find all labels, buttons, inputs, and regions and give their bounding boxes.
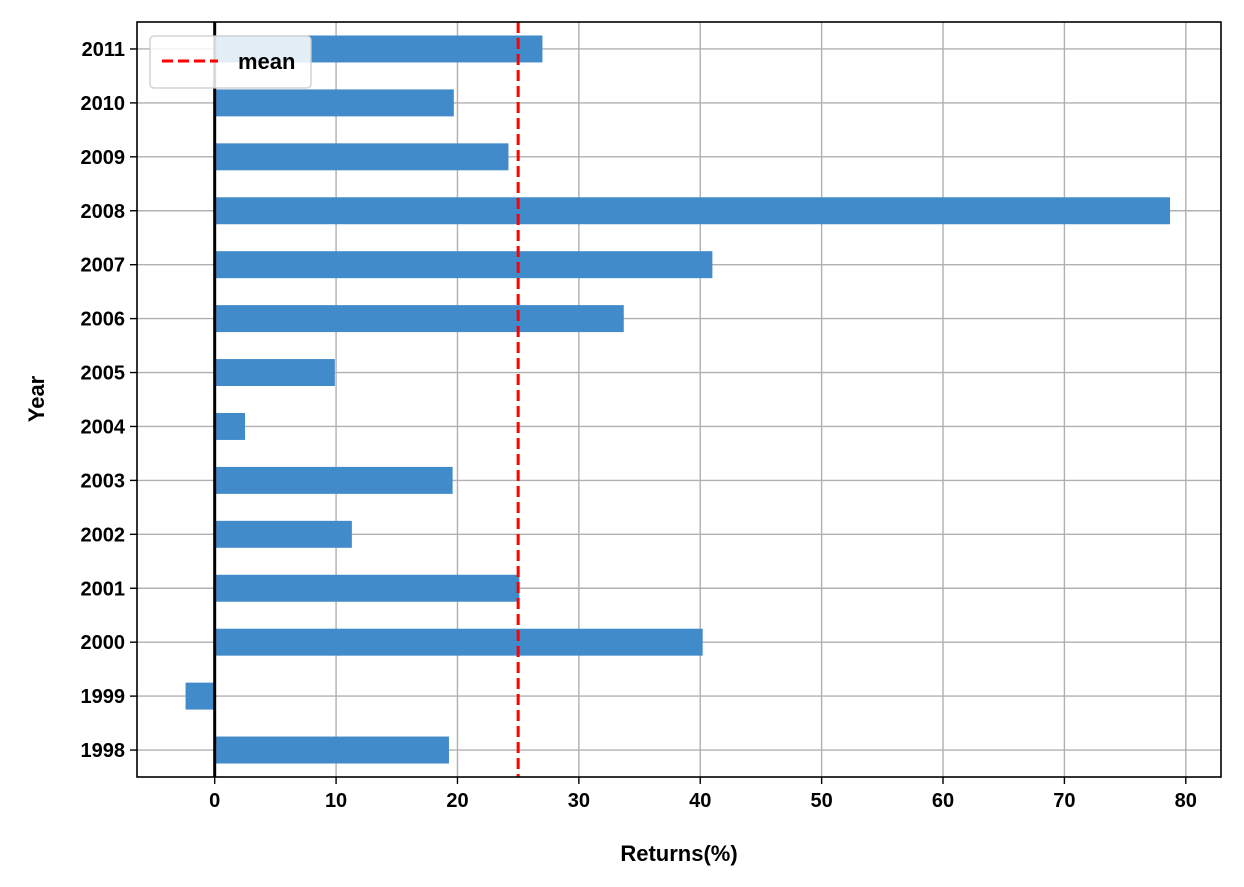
- reference-lines: [213, 22, 520, 777]
- bar-1999: [185, 682, 215, 710]
- y-tick-label: 2003: [81, 470, 126, 492]
- x-axis-label: Returns(%): [620, 841, 737, 866]
- y-tick-label: 2007: [81, 255, 126, 277]
- y-tick-label: 2006: [81, 309, 126, 331]
- y-axis-label: Year: [24, 375, 49, 422]
- y-tick-label: 1999: [81, 686, 126, 708]
- x-tick-label: 60: [932, 790, 954, 812]
- y-tick-label: 2009: [81, 147, 126, 169]
- y-tick-label: 2005: [81, 363, 126, 385]
- y-tick-label: 2001: [81, 578, 126, 600]
- y-tick-label: 2004: [81, 416, 126, 438]
- y-tick-label: 2008: [81, 201, 126, 223]
- bar-2001: [214, 574, 520, 602]
- bar-2004: [214, 412, 246, 440]
- bars: [185, 35, 1171, 764]
- x-tick-label: 10: [325, 790, 347, 812]
- bar-2008: [214, 197, 1171, 225]
- bar-2000: [214, 628, 703, 656]
- legend-box: [149, 35, 312, 89]
- legend-mean-label: mean: [238, 49, 295, 74]
- y-tick-label: 2002: [81, 524, 126, 546]
- y-tick-label: 1998: [81, 740, 126, 762]
- x-tick-label: 20: [446, 790, 468, 812]
- x-tick-label: 70: [1053, 790, 1075, 812]
- bar-1998: [214, 736, 449, 764]
- x-tick-label: 50: [811, 790, 833, 812]
- x-tick-label: 30: [568, 790, 590, 812]
- y-tick-label: 2011: [82, 39, 125, 61]
- bar-2007: [214, 251, 713, 279]
- x-tick-label: 80: [1175, 790, 1197, 812]
- x-tick-label: 0: [209, 790, 220, 812]
- y-tick-label: 2000: [81, 632, 126, 654]
- plot-frame: [136, 21, 1222, 778]
- bar-2010: [214, 89, 454, 117]
- bar-2006: [214, 305, 624, 333]
- axis-ticks: 0 10 20 30 40 50 60 70 80 1998 1999 2000 2001 2002 200…: [81, 39, 1197, 812]
- bar-2005: [214, 359, 335, 387]
- legend: mean: [149, 35, 312, 89]
- bar-2002: [214, 520, 352, 548]
- bar-2003: [214, 466, 453, 494]
- y-tick-label: 2010: [81, 93, 126, 115]
- bar-2009: [214, 143, 509, 171]
- x-tick-label: 40: [689, 790, 711, 812]
